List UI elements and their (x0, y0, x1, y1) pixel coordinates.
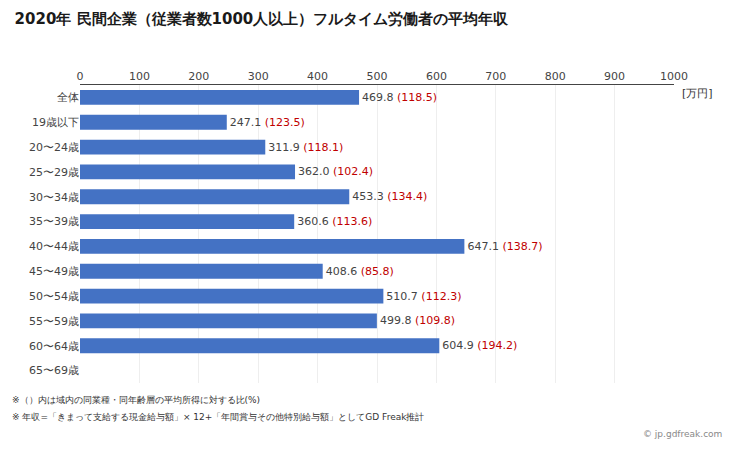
svg-text:510.7 (112.3): 510.7 (112.3) (386, 290, 461, 303)
svg-text:1000: 1000 (660, 70, 688, 83)
svg-text:65〜69歳: 65〜69歳 (29, 364, 79, 377)
svg-text:20〜24歳: 20〜24歳 (29, 141, 79, 154)
svg-text:30〜34歳: 30〜34歳 (29, 191, 79, 204)
svg-text:※ 年収=「きまって支給する現金給与額」× 12+「年間賞与: ※ 年収=「きまって支給する現金給与額」× 12+「年間賞与その他特別給与額」と… (12, 412, 424, 422)
svg-text:604.9 (194.2): 604.9 (194.2) (442, 339, 517, 352)
svg-text:900: 900 (604, 70, 625, 83)
svg-text:499.8 (109.8): 499.8 (109.8) (380, 314, 455, 327)
svg-text:247.1 (123.5): 247.1 (123.5) (230, 116, 305, 129)
svg-text:800: 800 (545, 70, 566, 83)
svg-text:45〜49歳: 45〜49歳 (29, 265, 79, 278)
svg-text:311.9 (118.1): 311.9 (118.1) (268, 141, 343, 154)
svg-text:19歳以下: 19歳以下 (32, 116, 79, 129)
svg-text:500: 500 (367, 70, 388, 83)
svg-text:360.6 (113.6): 360.6 (113.6) (297, 215, 372, 228)
svg-text:60〜64歳: 60〜64歳 (29, 340, 79, 353)
svg-text:300: 300 (248, 70, 269, 83)
svg-text:※（）内は域内の同業種・同年齢層の平均所得に対する比(%): ※（）内は域内の同業種・同年齢層の平均所得に対する比(%) (12, 395, 260, 405)
svg-text:2020年 民間企業（従業者数1000人以上）フルタイム労働: 2020年 民間企業（従業者数1000人以上）フルタイム労働者の平均年収 (15, 10, 510, 28)
svg-text:25〜29歳: 25〜29歳 (29, 166, 79, 179)
svg-text:469.8 (118.5): 469.8 (118.5) (362, 91, 437, 104)
svg-text:600: 600 (426, 70, 447, 83)
svg-text:362.0 (102.4): 362.0 (102.4) (298, 165, 373, 178)
svg-text:全体: 全体 (57, 91, 79, 104)
svg-text:100: 100 (129, 70, 150, 83)
svg-text:55〜59歳: 55〜59歳 (29, 315, 79, 328)
svg-text:400: 400 (307, 70, 328, 83)
svg-text:647.1 (138.7): 647.1 (138.7) (467, 240, 542, 253)
svg-text:[万円]: [万円] (682, 87, 713, 100)
svg-text:0: 0 (77, 70, 84, 83)
svg-text:40〜44歳: 40〜44歳 (29, 240, 79, 253)
svg-text:200: 200 (188, 70, 209, 83)
svg-text:453.3 (134.4): 453.3 (134.4) (352, 190, 427, 203)
svg-text:408.6 (85.8): 408.6 (85.8) (326, 265, 394, 278)
svg-text:© jp.gdfreak.com: © jp.gdfreak.com (643, 429, 722, 439)
svg-text:50〜54歳: 50〜54歳 (29, 290, 79, 303)
svg-text:35〜39歳: 35〜39歳 (29, 215, 79, 228)
svg-text:700: 700 (485, 70, 506, 83)
